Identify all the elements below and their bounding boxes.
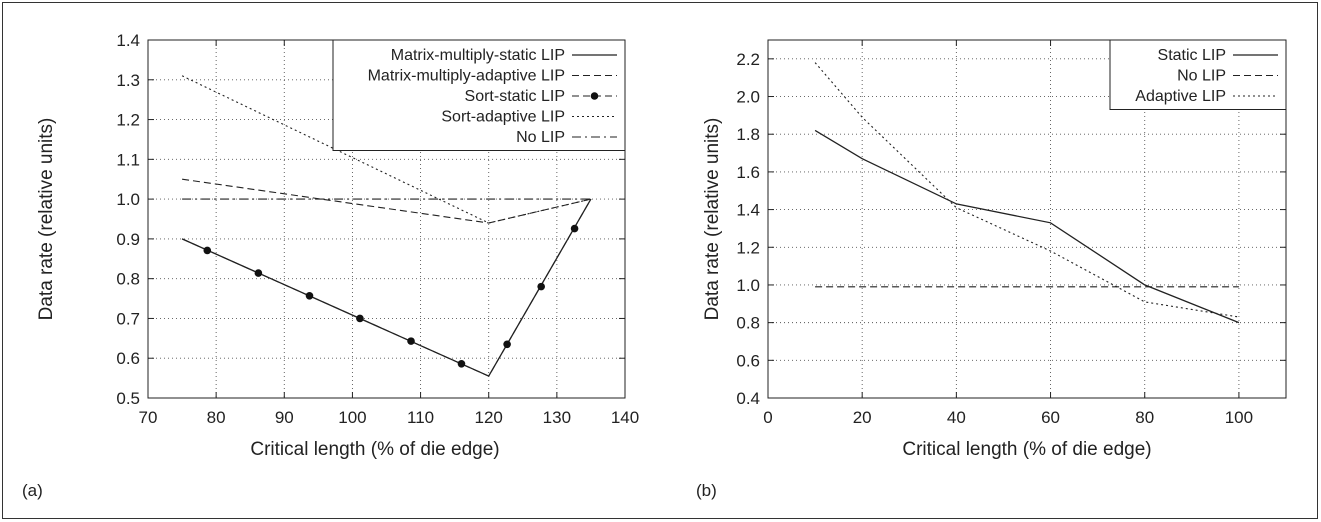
series-marker (457, 359, 466, 368)
x-tick-label: 140 (611, 408, 639, 427)
legend-label: No LIP (1177, 68, 1226, 85)
y-tick-label: 2.2 (736, 50, 760, 69)
legend-box (332, 39, 626, 151)
series-line-a-3 (181, 75, 592, 224)
y-axis-label: Data rate (relative units) (702, 118, 723, 321)
plot-area-border (767, 39, 1287, 399)
series-marker (254, 269, 263, 277)
y-tick-label: 1.4 (116, 31, 140, 50)
x-tick-label: 80 (1135, 408, 1154, 427)
y-tick-label: 0.8 (736, 314, 760, 333)
y-tick-label: 0.7 (116, 309, 140, 328)
y-tick-label: 0.9 (116, 230, 140, 249)
series-marker (356, 314, 364, 323)
series-marker (305, 291, 314, 300)
x-tick-label: 130 (543, 408, 571, 427)
y-tick-label: 1.2 (736, 238, 760, 257)
x-axis-label: Critical length (% of die edge) (250, 439, 499, 460)
series-marker (537, 282, 545, 291)
y-tick-label: 0.8 (116, 270, 140, 289)
y-tick-label: 1.0 (736, 276, 760, 295)
y-axis-label: Data rate (relative units) (36, 118, 57, 321)
panel-label: (a) (22, 481, 43, 500)
y-tick-label: 1.3 (116, 71, 140, 90)
legend-label: Matrix-multiply-static LIP (391, 47, 565, 64)
y-tick-label: 1.1 (116, 150, 140, 169)
x-tick-label: 110 (407, 408, 434, 427)
chart-panel-b: 0 20 40 60 80 100 0.4 0.6 0.8 1.0 1.2 1.4 1.6 1.8 2.0 2… (696, 39, 1287, 500)
series-marker (570, 224, 579, 233)
legend-label: Adaptive LIP (1135, 88, 1226, 105)
y-tick-label: 0.6 (736, 351, 760, 370)
legend-label: Sort-adaptive LIP (441, 109, 565, 126)
legend-label: Matrix-multiply-adaptive LIP (368, 68, 565, 85)
series-marker (503, 340, 511, 349)
y-tick-label: 0.5 (116, 389, 140, 408)
y-tick-label: 1.2 (116, 111, 140, 130)
chart-panel-a: 70 80 90 100 110 120 130 140 0.5 0.6 0.7 0.8 0.9 1.0 1… (22, 31, 639, 500)
y-tick-label: 1.6 (736, 163, 760, 182)
x-tick-label: 120 (475, 408, 503, 427)
legend-label: Sort-static LIP (465, 88, 565, 105)
legend-box (1109, 39, 1287, 110)
series-marker (203, 246, 212, 255)
series-marker (407, 337, 415, 345)
panel-label: (b) (696, 481, 717, 500)
series-line-b-2 (814, 62, 1239, 318)
x-tick-label: 60 (1041, 408, 1060, 427)
x-tick-label: 90 (275, 408, 294, 427)
y-tick-label: 0.4 (736, 389, 760, 408)
x-tick-label: 100 (1225, 408, 1253, 427)
x-tick-label: 100 (338, 408, 366, 427)
x-tick-label: 0 (763, 408, 772, 427)
series-line-a-0 (181, 198, 592, 377)
legend-label: Static LIP (1158, 47, 1226, 64)
x-axis-label: Critical length (% of die edge) (902, 439, 1151, 460)
series-line-a-2 (181, 198, 592, 377)
legend-label: No LIP (516, 129, 565, 146)
series-line-b-0 (814, 129, 1240, 324)
y-tick-label: 1.0 (116, 190, 140, 209)
x-tick-label: 70 (139, 408, 158, 427)
legend-marker (590, 92, 599, 100)
y-tick-label: 2.0 (736, 88, 760, 107)
y-tick-label: 1.4 (736, 201, 760, 220)
y-tick-label: 0.6 (116, 349, 140, 368)
series-line-a-1 (182, 178, 592, 224)
x-tick-label: 40 (947, 408, 966, 427)
y-tick-label: 1.8 (736, 125, 760, 144)
x-tick-label: 20 (853, 408, 872, 427)
x-tick-label: 80 (207, 408, 226, 427)
